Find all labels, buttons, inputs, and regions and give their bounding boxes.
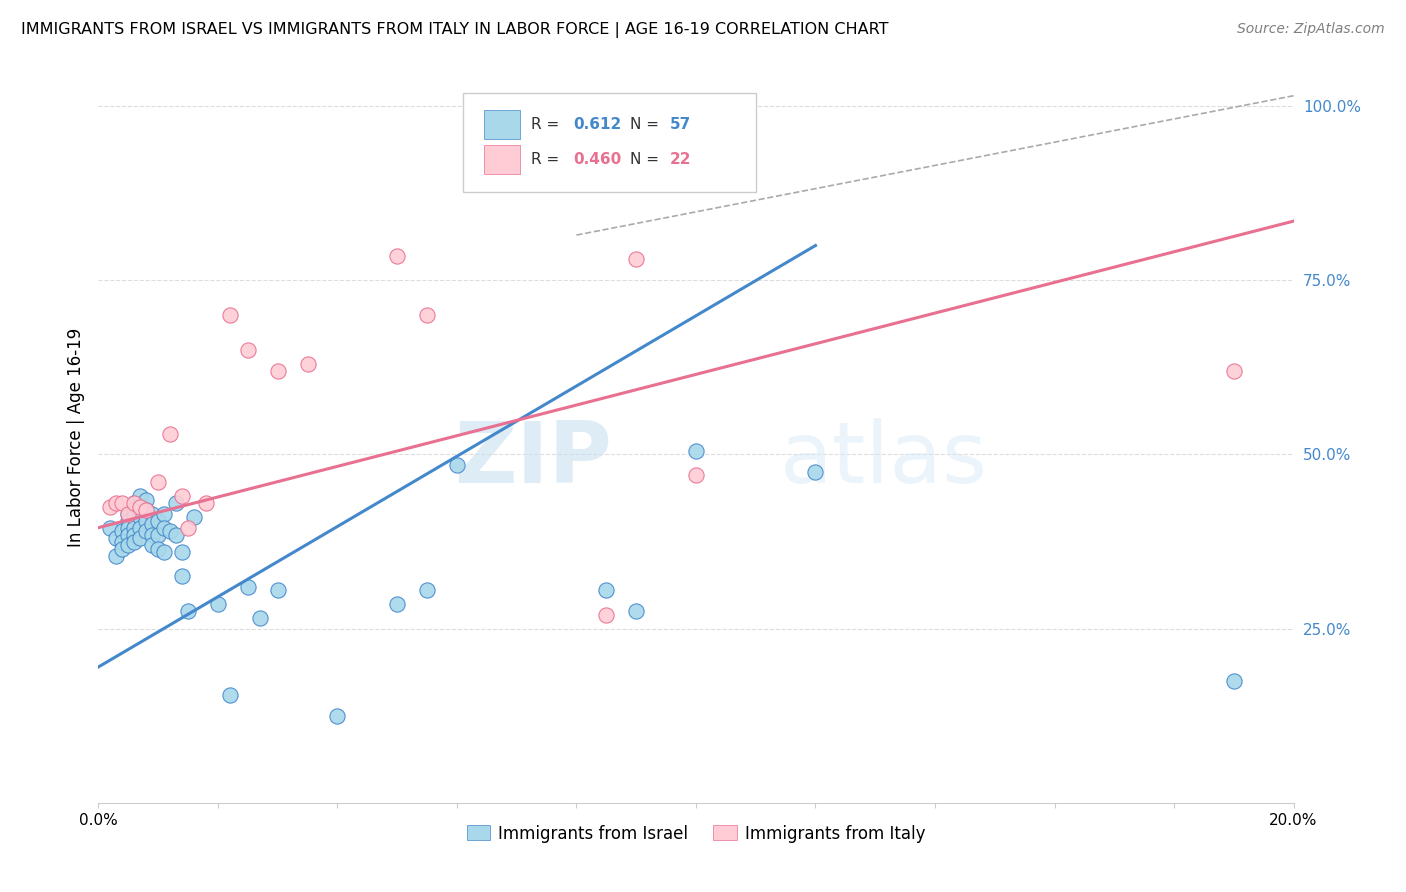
Text: 57: 57 (669, 117, 690, 132)
Point (153, 507, 176, 521)
Point (117, 507, 139, 521)
Point (111, 524, 134, 538)
Point (685, 468, 707, 483)
Point (135, 524, 157, 538)
Point (129, 510, 152, 524)
Point (105, 496, 128, 510)
Point (98, 500, 122, 514)
Point (135, 492, 157, 507)
Point (804, 465, 827, 479)
Point (416, 583, 439, 598)
Point (129, 521, 152, 535)
Point (595, 583, 617, 598)
Point (111, 496, 134, 510)
Point (172, 569, 194, 583)
Point (236, 580, 259, 594)
Point (159, 426, 181, 441)
Point (98, 521, 122, 535)
Point (141, 527, 163, 541)
Point (124, 503, 146, 517)
Point (124, 510, 146, 524)
Point (385, 597, 409, 611)
Point (124, 534, 146, 549)
Bar (485, 110, 520, 139)
Point (165, 527, 187, 541)
Point (148, 541, 170, 556)
Text: R =: R = (531, 152, 564, 167)
Point (172, 545, 194, 559)
Text: Source: ZipAtlas.com: Source: ZipAtlas.com (1237, 22, 1385, 37)
Text: atlas: atlas (779, 417, 987, 500)
Point (129, 500, 152, 514)
Point (165, 496, 187, 510)
Point (141, 538, 163, 552)
Point (129, 531, 152, 545)
Point (117, 527, 139, 541)
Point (249, 611, 271, 625)
Text: R =: R = (531, 117, 564, 132)
Point (124, 496, 146, 510)
Point (446, 458, 468, 472)
Point (129, 503, 152, 517)
Text: N =: N = (630, 152, 664, 167)
Point (153, 521, 176, 535)
Point (685, 444, 707, 458)
Point (124, 496, 146, 510)
Point (385, 249, 409, 263)
Text: IMMIGRANTS FROM ISRAEL VS IMMIGRANTS FROM ITALY IN LABOR FORCE | AGE 16-19 CORRE: IMMIGRANTS FROM ISRAEL VS IMMIGRANTS FRO… (21, 22, 889, 38)
Point (172, 489, 194, 503)
Point (1223, 364, 1246, 378)
Point (148, 527, 170, 541)
Point (626, 252, 648, 267)
Point (124, 527, 146, 541)
Point (207, 597, 229, 611)
Legend: Immigrants from Israel, Immigrants from Italy: Immigrants from Israel, Immigrants from … (460, 818, 932, 849)
Point (326, 708, 349, 723)
Point (105, 531, 128, 545)
Point (135, 503, 157, 517)
Text: 0.612: 0.612 (572, 117, 621, 132)
Point (117, 538, 139, 552)
Y-axis label: In Labor Force | Age 16-19: In Labor Force | Age 16-19 (66, 327, 84, 547)
Point (117, 521, 139, 535)
Point (1223, 673, 1246, 688)
Point (159, 524, 181, 538)
Point (117, 514, 139, 528)
Point (105, 549, 128, 563)
Point (124, 521, 146, 535)
Point (135, 503, 157, 517)
Point (416, 308, 439, 322)
Text: 22: 22 (669, 152, 692, 167)
Point (148, 514, 170, 528)
Point (177, 604, 200, 618)
Point (267, 583, 290, 598)
Text: ZIP: ZIP (454, 417, 613, 500)
Point (129, 489, 152, 503)
Point (267, 364, 290, 378)
Point (135, 514, 157, 528)
Point (626, 604, 648, 618)
Point (111, 534, 134, 549)
Point (297, 357, 319, 371)
Point (111, 541, 134, 556)
Point (595, 607, 617, 622)
Point (236, 343, 259, 357)
Text: N =: N = (630, 117, 664, 132)
Point (141, 507, 163, 521)
Point (219, 308, 242, 322)
Point (117, 507, 139, 521)
Point (177, 521, 200, 535)
Point (153, 545, 176, 559)
Point (183, 510, 205, 524)
Point (148, 475, 170, 490)
Point (195, 496, 218, 510)
Point (141, 517, 163, 532)
FancyBboxPatch shape (463, 94, 756, 192)
Point (219, 688, 242, 702)
Text: 0.460: 0.460 (572, 152, 621, 167)
Bar (485, 145, 520, 174)
